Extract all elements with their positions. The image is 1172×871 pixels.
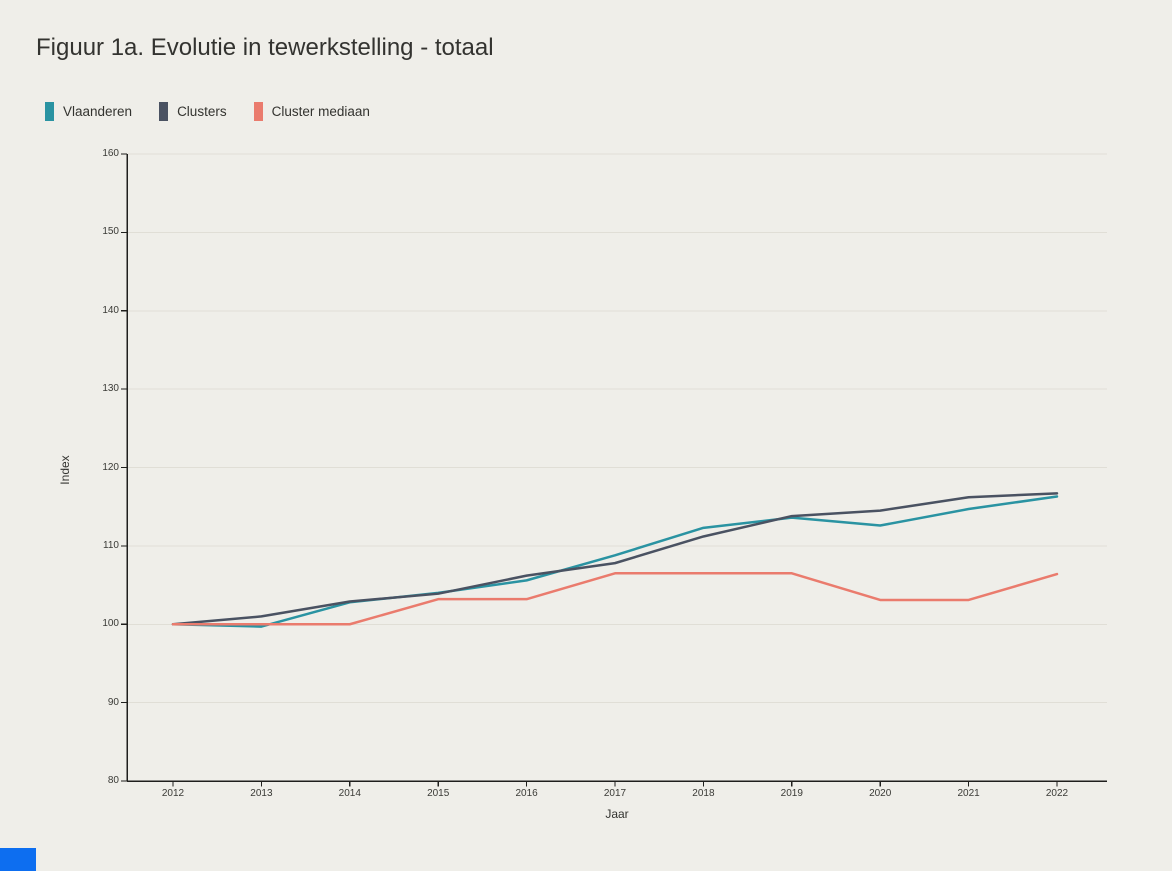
page-title: Figuur 1a. Evolutie in tewerkstelling - … xyxy=(36,34,494,61)
x-tick-label: 2020 xyxy=(869,788,892,799)
x-tick-label: 2013 xyxy=(250,788,273,799)
legend-label: Clusters xyxy=(177,103,227,119)
series-line-vlaanderen xyxy=(171,495,1059,628)
series-line-cluster-mediaan xyxy=(171,572,1059,626)
legend: Vlaanderen Clusters Cluster mediaan xyxy=(45,101,370,121)
legend-label: Vlaanderen xyxy=(63,103,133,119)
y-tick-label: 80 xyxy=(107,775,119,786)
x-tick-label: 2015 xyxy=(427,788,450,799)
x-tick-label: 2016 xyxy=(515,788,538,799)
legend-swatch xyxy=(159,101,169,121)
x-tick-label: 2014 xyxy=(338,788,361,799)
legend-swatch xyxy=(253,101,263,121)
legend-item-vlaanderen[interactable]: Vlaanderen xyxy=(45,101,133,121)
legend-item-clusters[interactable]: Clusters xyxy=(159,101,227,121)
x-tick-label: 2012 xyxy=(161,788,185,799)
y-tick-label: 110 xyxy=(103,539,119,551)
x-tick-label: 2019 xyxy=(780,788,803,799)
x-axis-title: Jaar xyxy=(605,807,629,821)
y-tick-label: 130 xyxy=(102,383,119,395)
y-tick-label: 160 xyxy=(102,148,119,159)
y-axis-title: Index xyxy=(58,455,72,485)
y-tick-label: 90 xyxy=(107,696,119,708)
x-tick-label: 2022 xyxy=(1045,788,1069,799)
x-tick-label: 2018 xyxy=(692,788,715,799)
legend-swatch xyxy=(45,101,54,121)
series-line-clusters xyxy=(171,492,1059,626)
legend-item-cluster-mediaan[interactable]: Cluster mediaan xyxy=(253,101,370,121)
footer-accent-bar xyxy=(0,848,36,871)
y-tick-label: 120 xyxy=(102,461,119,473)
x-tick-label: 2021 xyxy=(957,788,980,799)
y-tick-label: 150 xyxy=(102,226,119,238)
x-tick-label: 2017 xyxy=(603,788,627,799)
legend-label: Cluster mediaan xyxy=(271,103,370,119)
y-tick-label: 140 xyxy=(102,304,119,316)
y-tick-label: 100 xyxy=(102,618,119,630)
